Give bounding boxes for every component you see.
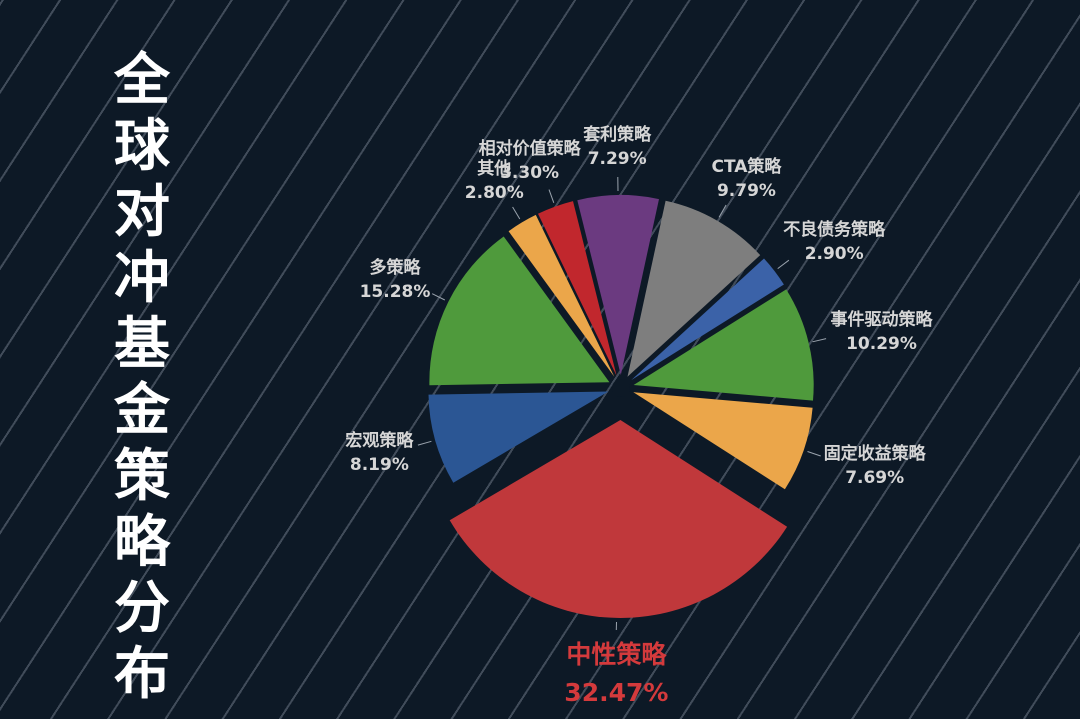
slice-label-name: CTA策略 (711, 157, 782, 177)
title-char: 全 (114, 48, 170, 113)
slice-label: 宏观策略 8.19% (345, 429, 413, 477)
slice-label-value: 15.28% (359, 282, 431, 303)
slice-label-name: 其他 (477, 159, 512, 180)
title-char: 冲 (114, 246, 170, 311)
slice-label-value: 2.80% (464, 183, 524, 204)
slice-label-value: 32.47% (564, 678, 669, 707)
slice-label: 中性策略 32.47% (564, 636, 668, 712)
pie-slice (633, 392, 813, 490)
title-char: 球 (114, 114, 170, 179)
slice-label-name: 固定收益策略 (823, 443, 926, 464)
title-char: 略 (114, 510, 170, 575)
title-char: 基 (114, 312, 170, 377)
chart-title: 全球对冲基金策略分布 (100, 48, 184, 708)
leader-line (718, 204, 727, 218)
slice-label: 多策略 15.28% (360, 256, 431, 304)
slice-label-value: 8.19% (349, 455, 409, 476)
slice-label: 固定收益策略 7.69% (824, 442, 926, 490)
leader-line (777, 259, 790, 270)
leader-line (812, 338, 827, 343)
slice-label-name: 宏观策略 (345, 431, 414, 452)
slice-label-value: 3.30% (500, 163, 560, 184)
slice-label-name: 事件驱动策略 (830, 309, 933, 330)
pie-slice (429, 236, 610, 386)
title-char: 金 (114, 378, 170, 443)
slice-label-name: 套利策略 (583, 125, 652, 145)
title-char: 策 (114, 444, 170, 509)
leader-line (512, 206, 521, 220)
slice-label: 事件驱动策略 10.29% (831, 308, 933, 356)
slice-label-name: 相对价值策略 (478, 139, 581, 160)
slice-label-value: 9.79% (716, 181, 776, 201)
leader-line (548, 189, 555, 203)
leader-line (431, 293, 446, 301)
slice-label-name: 中性策略 (566, 640, 667, 669)
pie-slice (428, 391, 609, 483)
slice-label-value: 7.69% (845, 467, 905, 488)
slice-label: CTA策略 9.79% (712, 155, 782, 203)
slice-label-value: 7.29% (587, 149, 647, 169)
slice-label-name: 多策略 (369, 258, 421, 279)
slice-label-value: 2.90% (804, 244, 864, 264)
pie-hub (612, 379, 630, 397)
slice-label: 其他 2.80% (465, 157, 524, 205)
pie-slice (449, 420, 788, 618)
title-char: 对 (114, 180, 170, 245)
slice-label-value: 10.29% (846, 333, 917, 354)
slice-label-name: 不良债务策略 (783, 220, 886, 240)
pie-slice (538, 201, 617, 376)
pie-slice (627, 200, 761, 377)
pie-slice (633, 289, 814, 401)
leader-line (417, 440, 432, 446)
slice-label: 相对价值策略 3.30% (479, 137, 581, 185)
slice-label: 不良债务策略 2.90% (783, 218, 885, 266)
leader-line (807, 451, 821, 457)
title-char: 布 (114, 642, 170, 707)
slice-label: 套利策略 7.29% (583, 123, 651, 171)
pie-slice (631, 258, 784, 381)
pie-slice (577, 194, 659, 375)
title-char: 分 (114, 576, 170, 641)
pie-slice (508, 214, 615, 377)
